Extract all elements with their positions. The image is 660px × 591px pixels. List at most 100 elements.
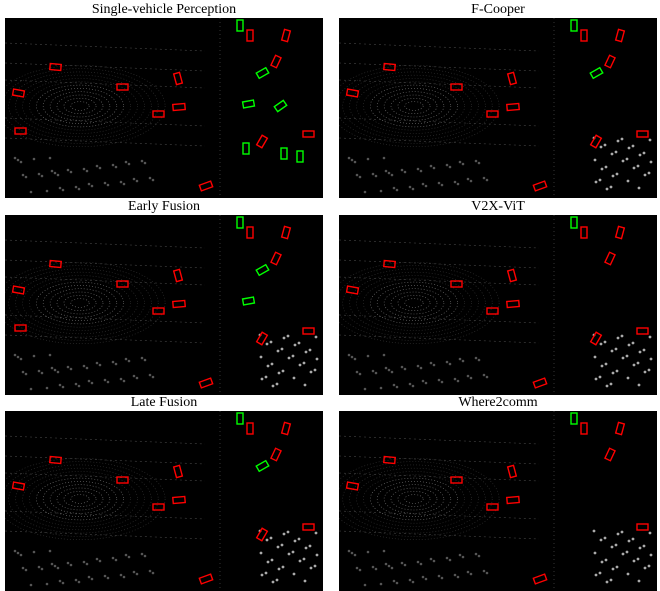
point [17, 356, 20, 359]
point [650, 358, 653, 361]
point [78, 188, 81, 191]
point [46, 387, 49, 390]
point [391, 174, 394, 177]
point [412, 581, 415, 584]
point [612, 372, 615, 375]
point [141, 357, 144, 360]
point [86, 170, 89, 173]
point [454, 378, 457, 381]
point [617, 140, 620, 143]
point [637, 362, 640, 365]
point [304, 384, 307, 387]
panel: Where2comm [339, 395, 657, 591]
point [470, 180, 473, 183]
point [152, 376, 155, 379]
point [483, 570, 486, 573]
point [375, 372, 378, 375]
point [648, 172, 651, 175]
point [467, 375, 470, 378]
point [594, 552, 597, 555]
point [601, 365, 604, 368]
point [441, 184, 444, 187]
point [639, 154, 642, 157]
point [152, 572, 155, 575]
point [351, 159, 354, 162]
point [459, 161, 462, 164]
point [91, 185, 94, 188]
point [62, 189, 65, 192]
point [391, 371, 394, 374]
point [441, 381, 444, 384]
point [401, 366, 404, 369]
point [600, 146, 603, 149]
point [54, 172, 57, 175]
point [396, 386, 399, 389]
point [409, 383, 412, 386]
point [475, 357, 478, 360]
point [267, 365, 270, 368]
point [22, 567, 25, 570]
point [595, 378, 598, 381]
point [120, 378, 123, 381]
point [41, 372, 44, 375]
point [133, 375, 136, 378]
point [49, 157, 52, 160]
point [305, 547, 308, 550]
point [141, 553, 144, 556]
point [364, 388, 367, 391]
point [38, 566, 41, 569]
point [128, 360, 131, 363]
point [59, 580, 62, 583]
point [266, 343, 269, 346]
point [309, 349, 312, 352]
point [615, 544, 618, 547]
point [475, 553, 478, 556]
point [459, 358, 462, 361]
point [33, 158, 36, 161]
point [310, 567, 313, 570]
point [287, 531, 290, 534]
point [478, 162, 481, 165]
point [67, 562, 70, 565]
point [372, 370, 375, 373]
point [606, 188, 609, 191]
point [14, 354, 17, 357]
point [633, 167, 636, 170]
point [272, 385, 275, 388]
point [486, 179, 489, 182]
point [404, 368, 407, 371]
point [104, 379, 107, 382]
point [638, 580, 641, 583]
point [78, 581, 81, 584]
point [271, 559, 274, 562]
point [67, 169, 70, 172]
point [152, 179, 155, 182]
point [356, 371, 359, 374]
panel: Single-vehicle Perception [5, 2, 323, 198]
point [359, 373, 362, 376]
point [288, 553, 291, 556]
point [430, 165, 433, 168]
point [383, 157, 386, 160]
point [25, 569, 28, 572]
point [409, 579, 412, 582]
point [123, 380, 126, 383]
point [430, 558, 433, 561]
point [33, 355, 36, 358]
point [54, 369, 57, 372]
point [632, 145, 635, 148]
point [637, 165, 640, 168]
point [54, 565, 57, 568]
point [14, 550, 17, 553]
point [149, 374, 152, 377]
point [22, 371, 25, 374]
point [277, 350, 280, 353]
point [265, 572, 268, 575]
point [270, 341, 273, 344]
point [611, 350, 614, 353]
point [622, 160, 625, 163]
point [75, 579, 78, 582]
point [616, 173, 619, 176]
lidar-view [5, 411, 323, 591]
point [348, 354, 351, 357]
